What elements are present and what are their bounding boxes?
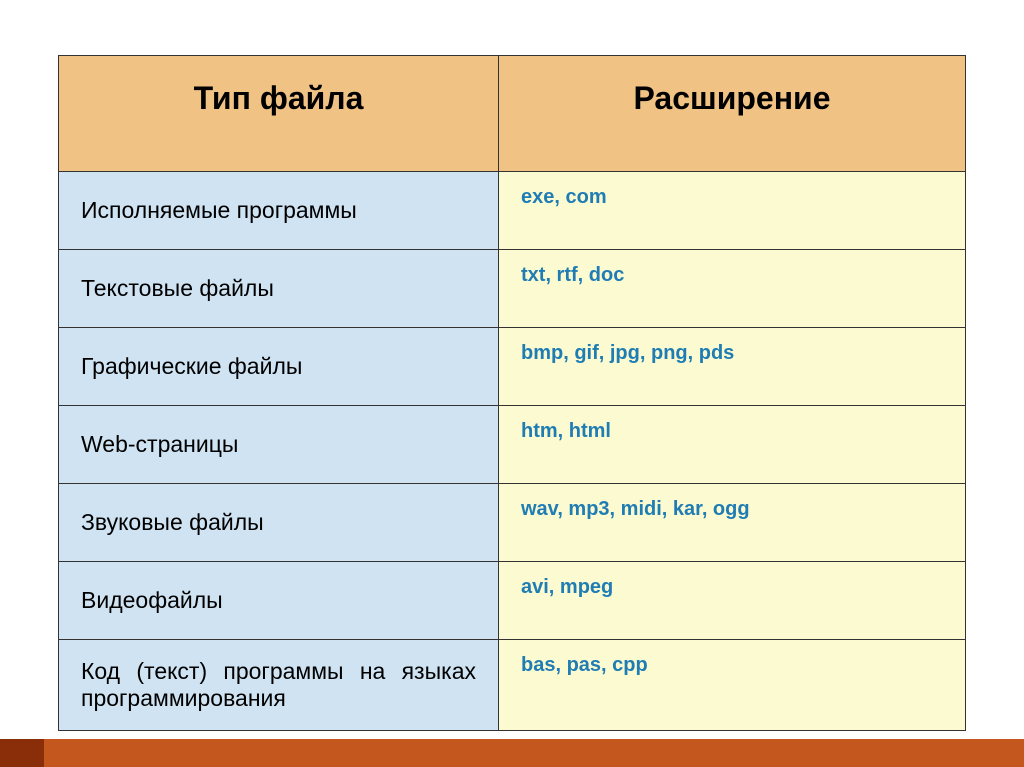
accent-stripe (0, 739, 1024, 767)
cell-file-type: Исполняемые программы (59, 172, 499, 250)
table-header-row: Тип файла Расширение (59, 56, 966, 172)
cell-extension: exe, com (499, 172, 966, 250)
header-extension: Расширение (499, 56, 966, 172)
table-row: Исполняемые программы exe, com (59, 172, 966, 250)
table-row: Текстовые файлы txt, rtf, doc (59, 250, 966, 328)
cell-file-type: Видеофайлы (59, 562, 499, 640)
file-types-table: Тип файла Расширение Исполняемые програм… (58, 55, 966, 731)
cell-extension: wav, mp3, midi, kar, ogg (499, 484, 966, 562)
table-row: Код (текст) программы на языках программ… (59, 640, 966, 731)
cell-extension: htm, html (499, 406, 966, 484)
accent-stripe-dark (0, 739, 44, 767)
cell-file-type: Web-страницы (59, 406, 499, 484)
cell-extension: txt, rtf, doc (499, 250, 966, 328)
cell-file-type: Графические файлы (59, 328, 499, 406)
table-row: Графические файлы bmp, gif, jpg, png, pd… (59, 328, 966, 406)
cell-file-type: Код (текст) программы на языках программ… (59, 640, 499, 731)
table-row: Web-страницы htm, html (59, 406, 966, 484)
cell-extension: bmp, gif, jpg, png, pds (499, 328, 966, 406)
cell-file-type: Звуковые файлы (59, 484, 499, 562)
table-row: Видеофайлы avi, mpeg (59, 562, 966, 640)
header-file-type: Тип файла (59, 56, 499, 172)
slide-container: Тип файла Расширение Исполняемые програм… (0, 0, 1024, 767)
cell-extension: bas, pas, cpp (499, 640, 966, 731)
cell-file-type: Текстовые файлы (59, 250, 499, 328)
cell-extension: avi, mpeg (499, 562, 966, 640)
table-row: Звуковые файлы wav, mp3, midi, kar, ogg (59, 484, 966, 562)
